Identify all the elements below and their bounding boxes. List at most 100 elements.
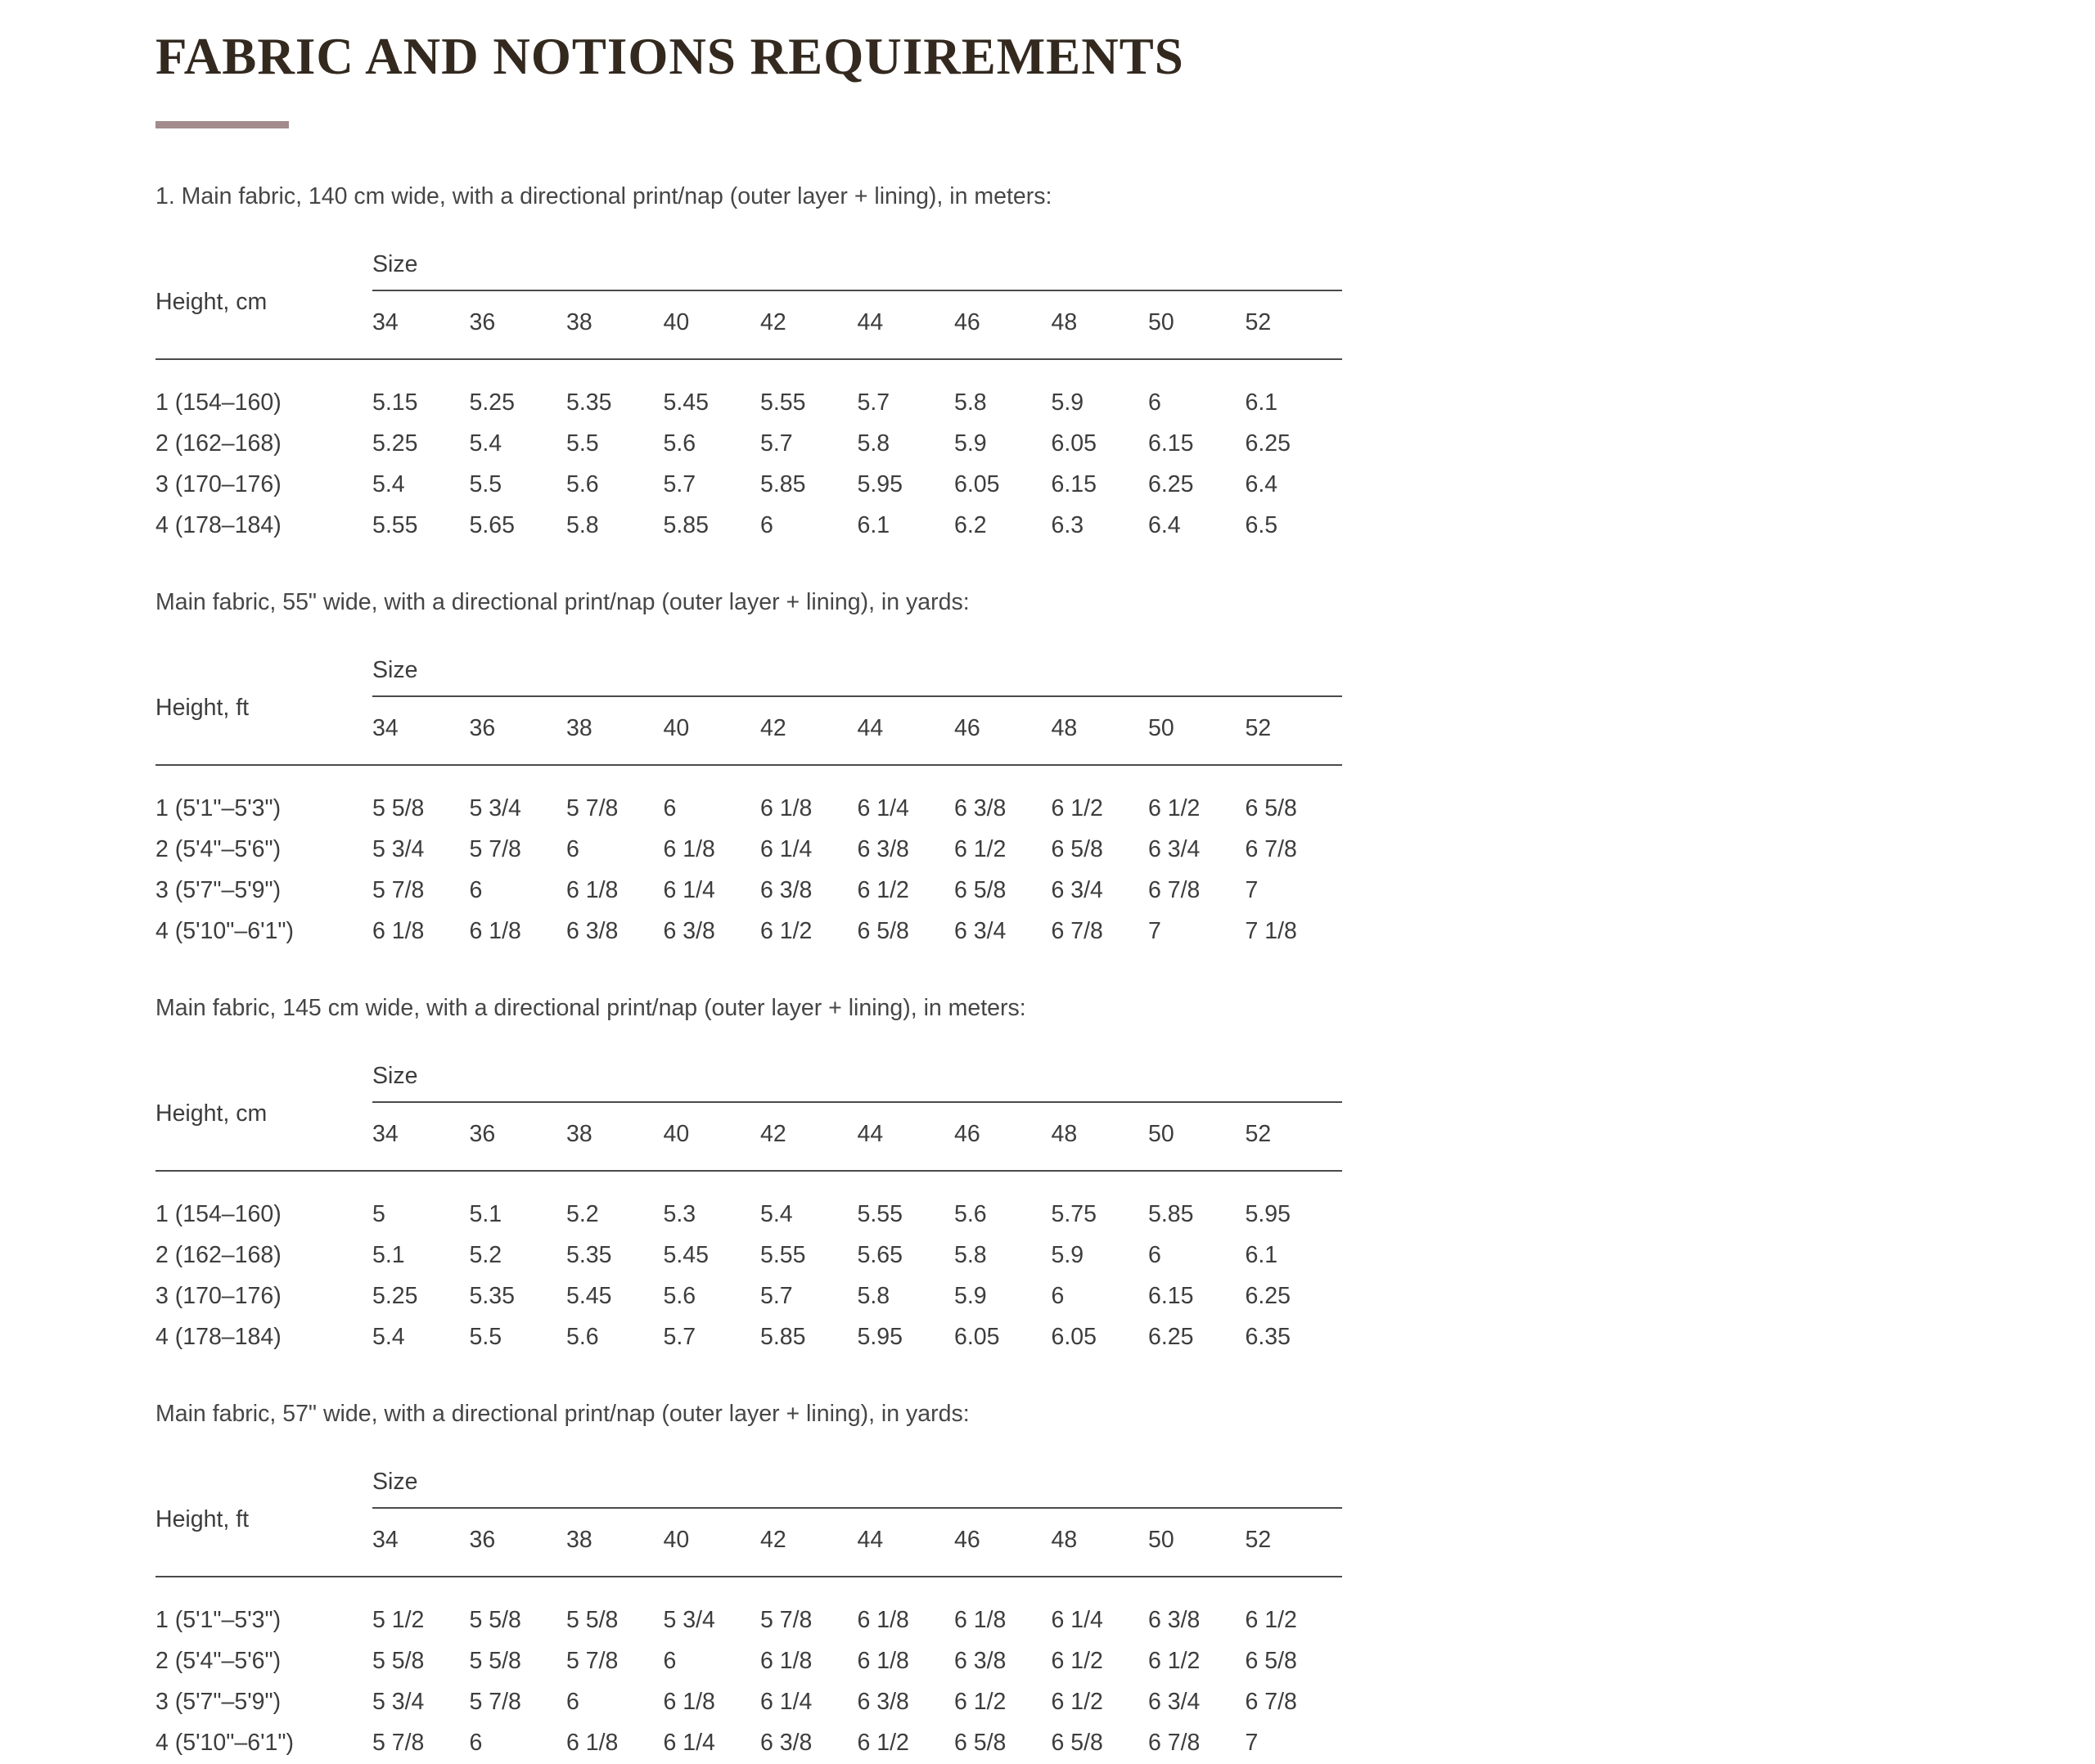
value-cell: 5 3/4: [372, 835, 425, 862]
size-column-header: 50: [1148, 1101, 1246, 1172]
table-header-row-sizes: 34 36 38 40 42 44 46 48 50 52: [155, 1101, 1342, 1172]
value-cell: 5.8: [954, 389, 987, 416]
value-cell: 6 1/8: [954, 1607, 1007, 1633]
value-cell: 5.65: [857, 1241, 903, 1268]
value-cell: 6: [469, 1730, 483, 1756]
value-cell: 5.6: [663, 1282, 696, 1309]
size-column-header: 38: [566, 1508, 664, 1577]
table-row: 1 (154–160) 5.15 5.25 5.35 5.45 5.55 5.7 5.8 5.9…: [155, 359, 1342, 424]
size-column-header: 46: [954, 1508, 1052, 1577]
table-row: 4 (5'10"–6'1") 6 1/8 6 1/8 6 3/8 6 3/8 6 1/2 6…: [155, 911, 1342, 952]
value-cell: 6 7/8: [1245, 835, 1297, 862]
value-cell: 6 1/4: [663, 876, 715, 903]
size-column-header: 50: [1148, 290, 1246, 360]
value-cell: 5.2: [566, 1200, 599, 1227]
value-cell: 5.7: [760, 1282, 793, 1309]
section-label: 1. Main fabric, 140 cm wide, with a dire…: [155, 183, 1052, 209]
value-cell: 6 3/8: [760, 876, 813, 903]
value-cell: 5.85: [1148, 1200, 1194, 1227]
value-cell: 5 3/4: [663, 1607, 715, 1633]
value-cell: 6 1/4: [857, 794, 909, 821]
value-cell: 5.55: [760, 1241, 806, 1268]
size-column-header: 34: [372, 1101, 470, 1172]
value-cell: 6 3/8: [663, 917, 715, 944]
size-column-header: 48: [1051, 290, 1148, 360]
value-cell: 5.4: [760, 1200, 793, 1227]
value-cell: 6 1/2: [1051, 1689, 1103, 1715]
value-cell: 6: [663, 1648, 677, 1674]
value-cell: 6 5/8: [954, 876, 1007, 903]
row-header: Height, cm: [155, 245, 372, 360]
value-cell: 5 7/8: [469, 835, 521, 862]
height-cell: 4 (178–184): [155, 1323, 282, 1350]
value-cell: 5.3: [663, 1200, 696, 1227]
value-cell: 5.25: [469, 389, 515, 416]
value-cell: 6: [1148, 389, 1161, 416]
value-cell: 6.15: [1051, 470, 1097, 497]
table-row: 3 (170–176) 5.4 5.5 5.6 5.7 5.85 5.95 6.05 6.15 6…: [155, 464, 1342, 505]
table-header-row-group: Height, ft Size: [155, 1464, 1342, 1577]
table-row: 2 (162–168) 5.1 5.2 5.35 5.45 5.55 5.65 5.8 5.9 6…: [155, 1235, 1342, 1276]
height-cell: 3 (5'7"–5'9"): [155, 876, 282, 903]
value-cell: 5.45: [663, 1241, 709, 1268]
size-group-header: Size: [372, 651, 1342, 697]
size-column-header: 44: [857, 695, 954, 766]
value-cell: 6 1/4: [760, 835, 813, 862]
value-cell: 6: [469, 876, 483, 903]
value-cell: 6 7/8: [1148, 1730, 1201, 1756]
size-column-header: 34: [372, 695, 470, 766]
value-cell: 6.35: [1245, 1323, 1291, 1350]
value-cell: 6 1/2: [857, 876, 909, 903]
value-cell: 6 1/8: [857, 1607, 909, 1633]
value-cell: 5.25: [372, 1282, 418, 1309]
value-cell: 6: [760, 511, 773, 538]
fabric-section: Main fabric, 145 cm wide, with a directi…: [155, 994, 1391, 1357]
fabric-table: Height, ft Size 34 36 38 40 42 44 46 48 50 52 1 (5'1…: [155, 1464, 1342, 1764]
value-cell: 6 1/2: [1148, 1648, 1201, 1674]
table-row: 2 (5'4"–5'6") 5 5/8 5 5/8 5 7/8 6 6 1/8 6 1/8 6…: [155, 1641, 1342, 1682]
value-cell: 5 1/2: [372, 1607, 425, 1633]
value-cell: 6.2: [954, 511, 987, 538]
value-cell: 6 7/8: [1245, 1689, 1297, 1715]
height-cell: 4 (178–184): [155, 511, 282, 538]
size-column-header: 48: [1051, 1508, 1148, 1577]
value-cell: 5.7: [663, 470, 696, 497]
size-column-header: 42: [760, 1101, 858, 1172]
size-column-header: 40: [663, 1508, 760, 1577]
value-cell: 6 1/2: [1148, 794, 1201, 821]
size-column-header: 34: [372, 1508, 470, 1577]
value-cell: 7: [1245, 876, 1259, 903]
fabric-table: Height, cm Size 34 36 38 40 42 44 46 48 50 52 1 (154…: [155, 1057, 1342, 1358]
value-cell: 6 3/8: [954, 1648, 1007, 1674]
value-cell: 5.1: [372, 1241, 405, 1268]
value-cell: 6 3/4: [954, 917, 1007, 944]
value-cell: 5.8: [954, 1241, 987, 1268]
table-row: 1 (5'1"–5'3") 5 5/8 5 3/4 5 7/8 6 6 1/8 6 1/4 6…: [155, 765, 1342, 830]
value-cell: 5.75: [1051, 1200, 1097, 1227]
value-cell: 5.95: [1245, 1200, 1291, 1227]
value-cell: 6 7/8: [1051, 917, 1103, 944]
size-column-header: 52: [1245, 1508, 1342, 1577]
value-cell: 5.7: [663, 1323, 696, 1350]
value-cell: 6 1/4: [760, 1689, 813, 1715]
height-cell: 2 (5'4"–5'6"): [155, 1648, 282, 1674]
size-column-header: 44: [857, 1508, 954, 1577]
value-cell: 7: [1245, 1730, 1259, 1756]
value-cell: 5 7/8: [566, 1648, 619, 1674]
value-cell: 5.1: [469, 1200, 502, 1227]
height-cell: 3 (170–176): [155, 1282, 282, 1309]
value-cell: 6 3/8: [566, 917, 619, 944]
table-header-row-sizes: 34 36 38 40 42 44 46 48 50 52: [155, 1508, 1342, 1577]
table-row: 2 (5'4"–5'6") 5 3/4 5 7/8 6 6 1/8 6 1/4 6 3/8 6…: [155, 829, 1342, 870]
value-cell: 6 1/8: [469, 917, 521, 944]
value-cell: 5.5: [469, 1323, 502, 1350]
value-cell: 5.95: [857, 470, 903, 497]
value-cell: 5.55: [760, 389, 806, 416]
size-column-header: 34: [372, 290, 470, 360]
size-column-header: 52: [1245, 1101, 1342, 1172]
value-cell: 6 1/2: [954, 1689, 1007, 1715]
fabric-section: 1. Main fabric, 140 cm wide, with a dire…: [155, 182, 1391, 546]
value-cell: 5.4: [372, 1323, 405, 1350]
value-cell: 5.2: [469, 1241, 502, 1268]
size-column-header: 42: [760, 1508, 858, 1577]
